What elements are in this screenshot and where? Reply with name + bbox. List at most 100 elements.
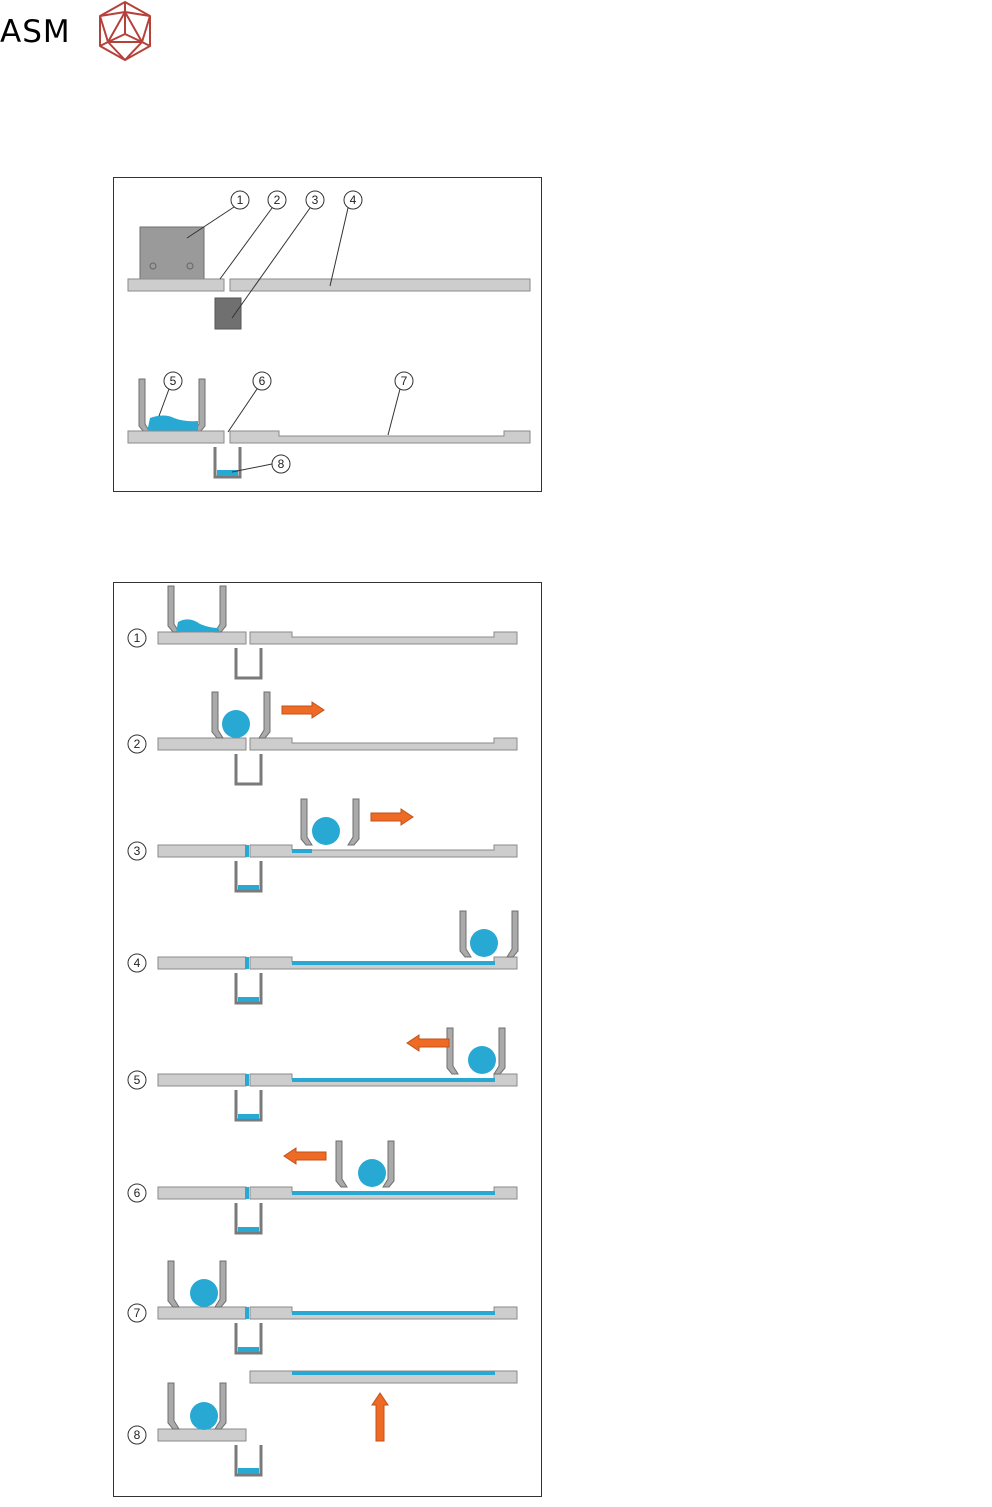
left-plate [157, 1186, 247, 1200]
recoater-right-wall [214, 585, 227, 633]
sequence-step-4: 4 [127, 910, 519, 1005]
leader-line [231, 207, 311, 319]
recoater-left-wall [446, 1027, 459, 1075]
overflow-cup [234, 1445, 263, 1477]
direction-arrow-left [283, 1147, 327, 1165]
powder-dose [222, 710, 250, 738]
callout-number: 6 [134, 1186, 141, 1200]
recessed-build-plate [229, 430, 531, 444]
overflow-cup [234, 861, 263, 893]
gap-powder [245, 845, 249, 857]
sequence-diagram-canvas: 1 2 3 4 5 6 7 8 [127, 585, 519, 1477]
callout-circle [394, 371, 414, 391]
gap-powder [245, 957, 249, 969]
powder-layer [292, 1311, 495, 1315]
gap-powder [245, 1307, 249, 1319]
asm-icosahedron-icon [99, 1, 151, 61]
direction-arrow-left [406, 1034, 450, 1052]
hopper-powder [147, 415, 198, 432]
overflow-powder [238, 885, 259, 890]
callout-circle [305, 190, 325, 210]
collector-block [214, 297, 242, 330]
left-plate [127, 278, 225, 292]
callout-number: 8 [278, 457, 285, 471]
callout-number: 4 [134, 956, 141, 970]
recoater-left-wall [211, 691, 224, 739]
callout-number: 3 [134, 844, 141, 858]
callout-circle [163, 371, 183, 391]
sequence-step-7: 7 [127, 1260, 518, 1355]
direction-arrow-right [370, 808, 414, 826]
recoater-left-wall [335, 1140, 348, 1188]
callout-circle [267, 190, 287, 210]
powder-layer [292, 961, 495, 965]
recoater-left-wall [167, 1382, 180, 1430]
coater-box [139, 226, 205, 280]
overflow-powder [238, 1114, 259, 1119]
logo-text: ASM [0, 14, 71, 50]
recoater-right-wall [506, 910, 519, 958]
callout-number: 7 [401, 374, 408, 388]
powder-dose [470, 929, 498, 957]
direction-arrow-right [281, 701, 325, 719]
powder-dose [190, 1402, 218, 1430]
components-diagram-canvas: 1 2 3 4 5 6 7 8 [127, 190, 531, 479]
left-plate [157, 631, 247, 645]
left-plate [157, 844, 247, 858]
callout-circle [127, 1303, 147, 1323]
callout-circle [127, 841, 147, 861]
powder-dose [468, 1046, 496, 1074]
callout-number: 2 [134, 737, 141, 751]
callout-circle [127, 953, 147, 973]
build-plate [229, 278, 531, 292]
asm-logo: ASM [0, 0, 170, 68]
powder-dose [190, 1279, 218, 1307]
powder-dose [312, 817, 340, 845]
overflow-cup [234, 1203, 263, 1235]
powder-layer [292, 1078, 495, 1082]
gap-powder [245, 1074, 249, 1086]
sequence-step-6: 6 [127, 1140, 518, 1235]
build-plate [249, 844, 518, 858]
lower-left-plate [157, 1428, 247, 1442]
overflow-cup [234, 1323, 263, 1355]
callout-number: 8 [134, 1428, 141, 1442]
recoater-left-wall [167, 585, 180, 633]
overflow-powder [238, 1227, 259, 1232]
left-plate [157, 1306, 247, 1320]
lower-left-plate [127, 430, 225, 444]
leader-line [231, 463, 273, 473]
components-diagram: 1 2 3 4 5 6 7 8 [113, 177, 542, 492]
powder-layer [292, 1191, 495, 1195]
overflow-cup [234, 754, 263, 786]
powder-dose [358, 1159, 386, 1187]
callout-circle [127, 1425, 147, 1445]
left-plate [157, 956, 247, 970]
callout-circle [127, 1070, 147, 1090]
sequence-diagram: 1 2 3 4 5 6 7 8 [113, 582, 542, 1497]
callout-number: 5 [134, 1073, 141, 1087]
recoater-left-wall [167, 1260, 180, 1308]
recoater-right-wall [493, 1027, 506, 1075]
leader-line [158, 388, 170, 417]
recoater-right-wall [214, 1260, 227, 1308]
callout-number: 1 [134, 631, 141, 645]
leader-line [227, 388, 258, 433]
recoater-left-wall [300, 798, 313, 846]
callout-number: 6 [259, 374, 266, 388]
recoater-right-wall [214, 1382, 227, 1430]
sequence-step-8: 8 [127, 1370, 518, 1477]
sequence-step-5: 5 [127, 1027, 518, 1122]
callout-number: 5 [170, 374, 177, 388]
callout-circle [127, 1183, 147, 1203]
coater-hole-left [149, 262, 157, 270]
direction-arrow-up [371, 1392, 389, 1442]
powder-layer [292, 1371, 495, 1375]
powder-trail [292, 849, 312, 853]
callout-circle [127, 734, 147, 754]
powder-hopper-left-wall [138, 378, 151, 433]
leader-line [329, 207, 349, 287]
build-plate [249, 737, 518, 751]
sequence-step-3: 3 [127, 798, 518, 893]
left-plate [157, 1073, 247, 1087]
